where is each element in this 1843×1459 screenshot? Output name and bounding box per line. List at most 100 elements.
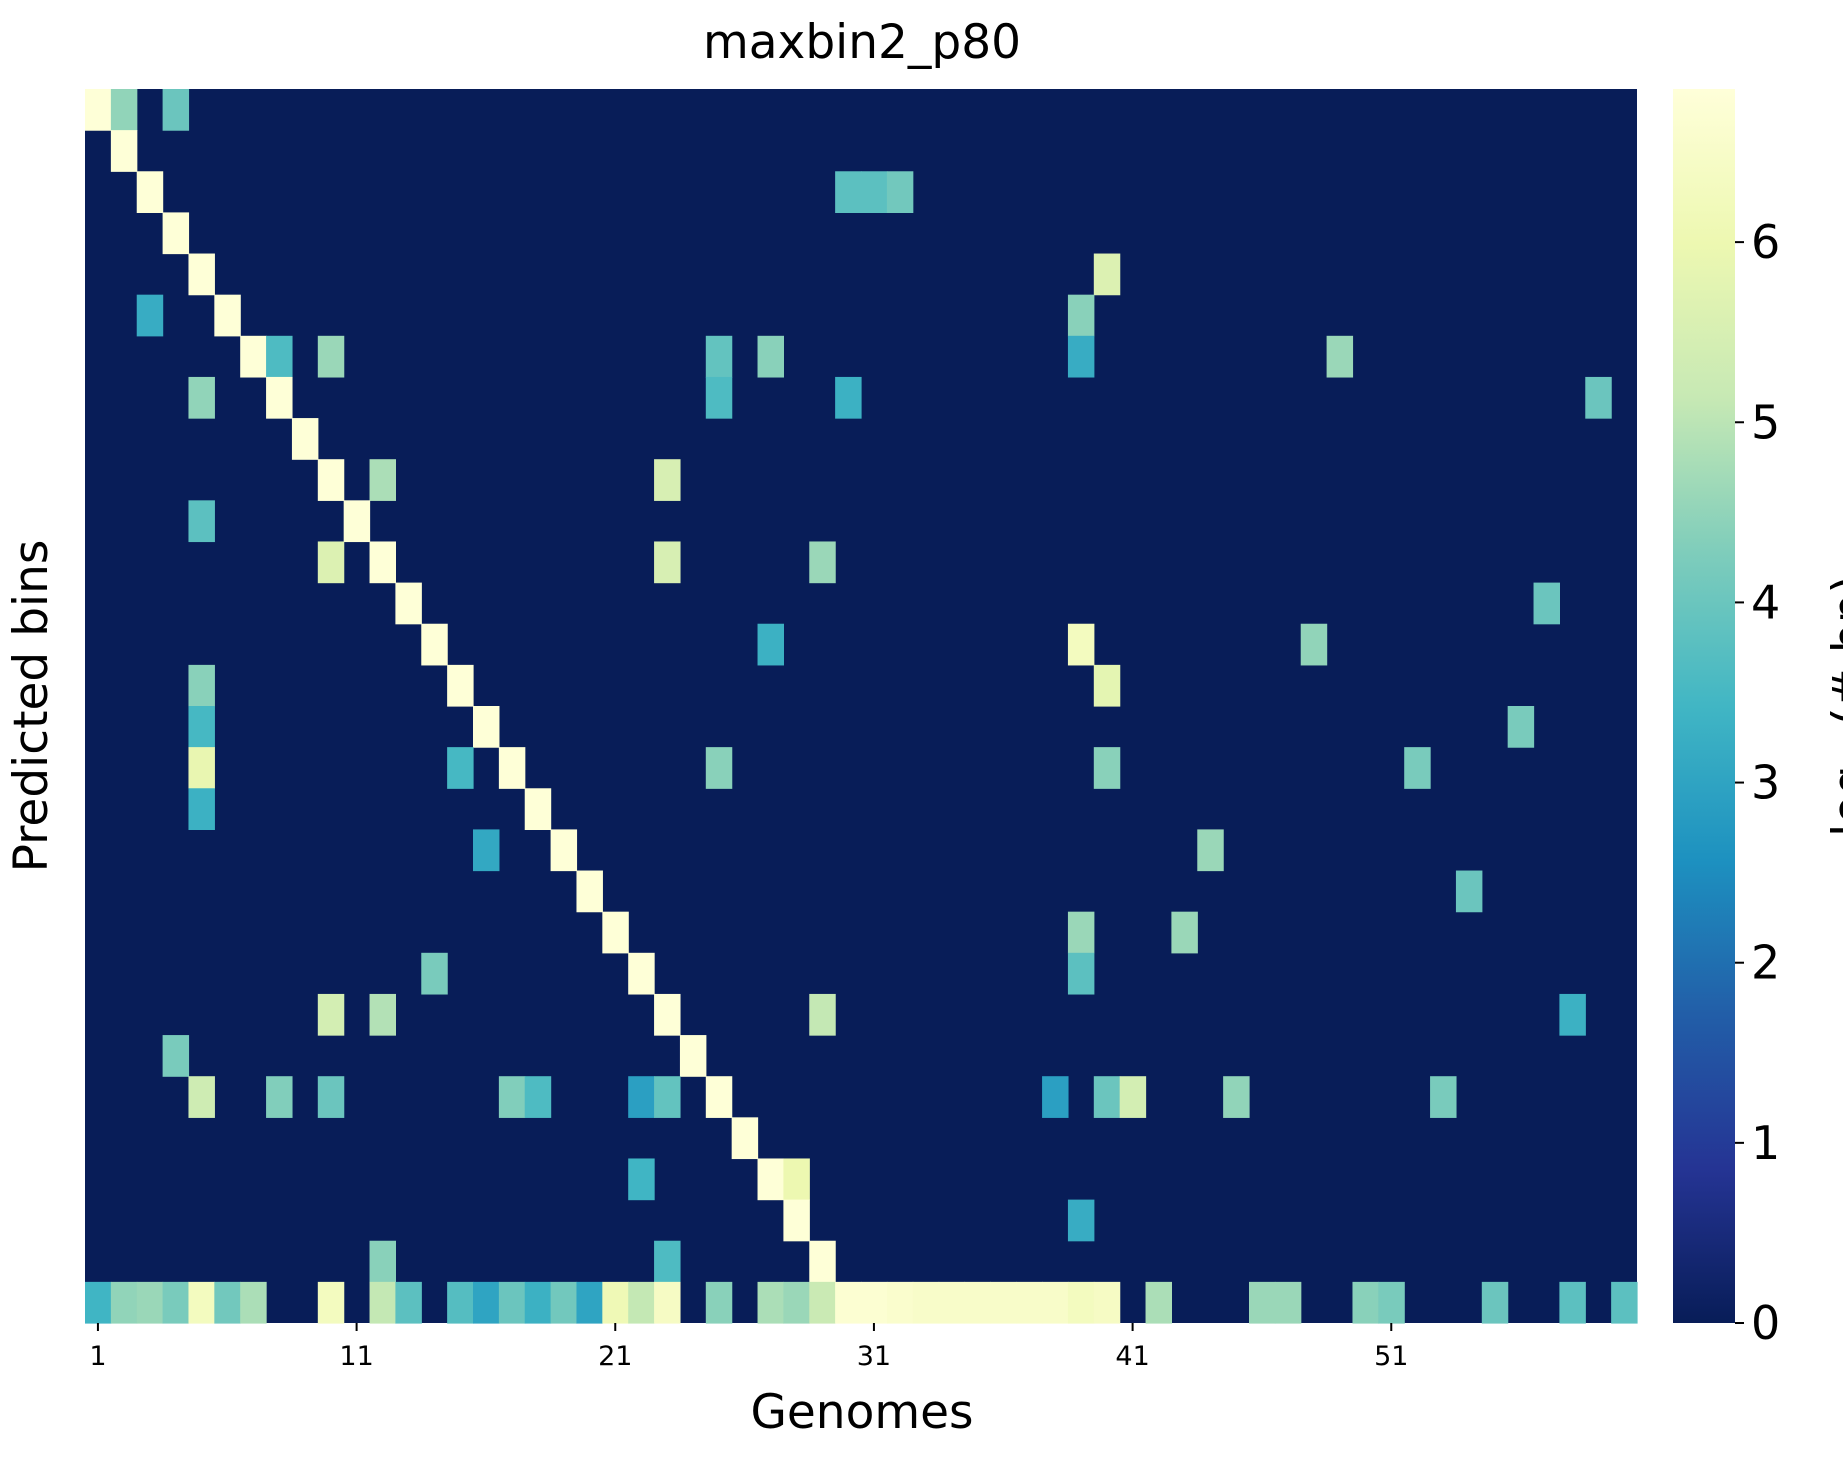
heatmap-cell	[447, 664, 474, 707]
heatmap-cell	[705, 1076, 733, 1118]
heatmap-cell	[85, 1281, 112, 1324]
heatmap-cell	[886, 1281, 914, 1324]
colorbar-tick-label: 3	[1751, 756, 1780, 810]
heatmap-cell	[524, 788, 552, 830]
heatmap-cell	[498, 1281, 526, 1324]
heatmap-cell	[317, 1076, 345, 1118]
heatmap-cell	[1378, 1281, 1405, 1324]
heatmap-cell	[473, 829, 500, 872]
heatmap-cell	[395, 1281, 422, 1324]
heatmap-cell	[369, 541, 396, 584]
heatmap-cell	[654, 1240, 681, 1283]
heatmap-cell	[317, 1281, 345, 1324]
colorbar-label: log10(# bp)	[1823, 575, 1843, 837]
heatmap-cell	[1093, 253, 1121, 296]
heatmap-cell	[473, 706, 500, 748]
heatmap-background	[85, 89, 1637, 1323]
heatmap-cell	[447, 747, 474, 789]
colorbar-tick-label: 1	[1751, 1116, 1780, 1170]
heatmap-cell	[1249, 1281, 1276, 1324]
heatmap-cell	[654, 459, 681, 501]
heatmap-cell	[317, 541, 345, 584]
heatmap-cell	[1171, 911, 1198, 954]
colorbar-tick-label: 6	[1751, 215, 1780, 269]
x-tick-label: 31	[857, 1341, 891, 1372]
x-tick-label: 51	[1374, 1341, 1408, 1372]
heatmap-cell	[188, 253, 215, 296]
heatmap-cell	[550, 829, 578, 872]
heatmap-cell	[809, 993, 836, 1036]
heatmap-cell	[757, 623, 784, 666]
colorbar-label-units: (# bp)	[1823, 575, 1843, 726]
heatmap-cell	[188, 664, 215, 707]
heatmap-cell	[1093, 1281, 1121, 1324]
heatmap-cell	[240, 1281, 267, 1324]
chart-title: maxbin2_p80	[703, 15, 1021, 70]
heatmap-cell	[188, 1281, 215, 1324]
x-tick-label: 41	[1115, 1341, 1149, 1372]
heatmap-cell	[291, 418, 319, 460]
heatmap-cells	[85, 89, 1638, 1324]
heatmap-cell	[1067, 1281, 1095, 1324]
heatmap-cell	[1481, 1281, 1509, 1324]
heatmap-cell	[498, 747, 526, 789]
heatmap-cell	[162, 212, 190, 255]
heatmap-cell	[524, 1076, 552, 1118]
heatmap-cell	[369, 1281, 396, 1324]
x-tick-label: 11	[339, 1341, 373, 1372]
heatmap-cell	[369, 1240, 396, 1283]
heatmap-cell	[654, 993, 681, 1036]
heatmap-cell	[783, 1158, 810, 1201]
heatmap-cell	[395, 582, 422, 625]
heatmap-cell	[550, 1281, 578, 1324]
heatmap-cell	[1093, 747, 1121, 789]
heatmap-cell	[110, 130, 138, 172]
heatmap-cell	[757, 335, 784, 378]
heatmap-cell	[421, 952, 448, 995]
heatmap-cell	[162, 89, 190, 131]
heatmap-cell	[886, 171, 914, 213]
heatmap-cell	[783, 1199, 810, 1242]
heatmap-cell	[85, 89, 112, 131]
heatmap-cell	[705, 747, 733, 789]
heatmap-cell	[861, 171, 888, 213]
heatmap-cell	[1042, 1281, 1069, 1324]
heatmap-cell	[188, 747, 215, 789]
heatmap-cell	[654, 1076, 681, 1118]
heatmap-cell	[188, 500, 215, 543]
colorbar-label-log: log	[1823, 765, 1843, 837]
heatmap-cell	[757, 1158, 784, 1201]
heatmap-cell	[990, 1281, 1017, 1324]
heatmap-cell	[1611, 1281, 1638, 1324]
heatmap-cell	[214, 1281, 241, 1324]
heatmap-cell	[266, 1076, 293, 1118]
heatmap-cell	[1067, 911, 1095, 954]
colorbar-tick-label: 5	[1751, 395, 1780, 449]
heatmap-cell	[1067, 335, 1095, 378]
heatmap-cell	[1300, 623, 1328, 666]
heatmap-cell	[369, 459, 396, 501]
heatmap-cell	[809, 1281, 836, 1324]
heatmap-cell	[343, 500, 371, 543]
heatmap-cell	[266, 335, 293, 378]
heatmap-cell	[1585, 376, 1612, 419]
heatmap-cell	[188, 376, 215, 419]
heatmap-cell	[861, 1281, 888, 1324]
heatmap-cell	[473, 1281, 500, 1324]
heatmap-cell	[188, 1076, 215, 1118]
x-axis-label: Genomes	[750, 1385, 973, 1440]
heatmap-cell	[628, 1281, 655, 1324]
heatmap-cell	[240, 335, 267, 378]
heatmap-cell	[912, 1281, 940, 1324]
heatmap-cell	[1223, 1076, 1250, 1118]
heatmap-cell	[628, 1158, 655, 1201]
colorbar-tick-label: 2	[1751, 936, 1780, 990]
heatmap-cell	[1119, 1076, 1147, 1118]
colorbar-tick-label: 0	[1751, 1296, 1780, 1350]
heatmap-cell	[162, 1035, 190, 1077]
heatmap-cell	[1533, 582, 1560, 625]
heatmap-cell	[110, 1281, 138, 1324]
heatmap-cell	[1093, 1076, 1121, 1118]
colorbar-tick-label: 4	[1751, 575, 1780, 629]
heatmap-cell	[1455, 870, 1483, 913]
